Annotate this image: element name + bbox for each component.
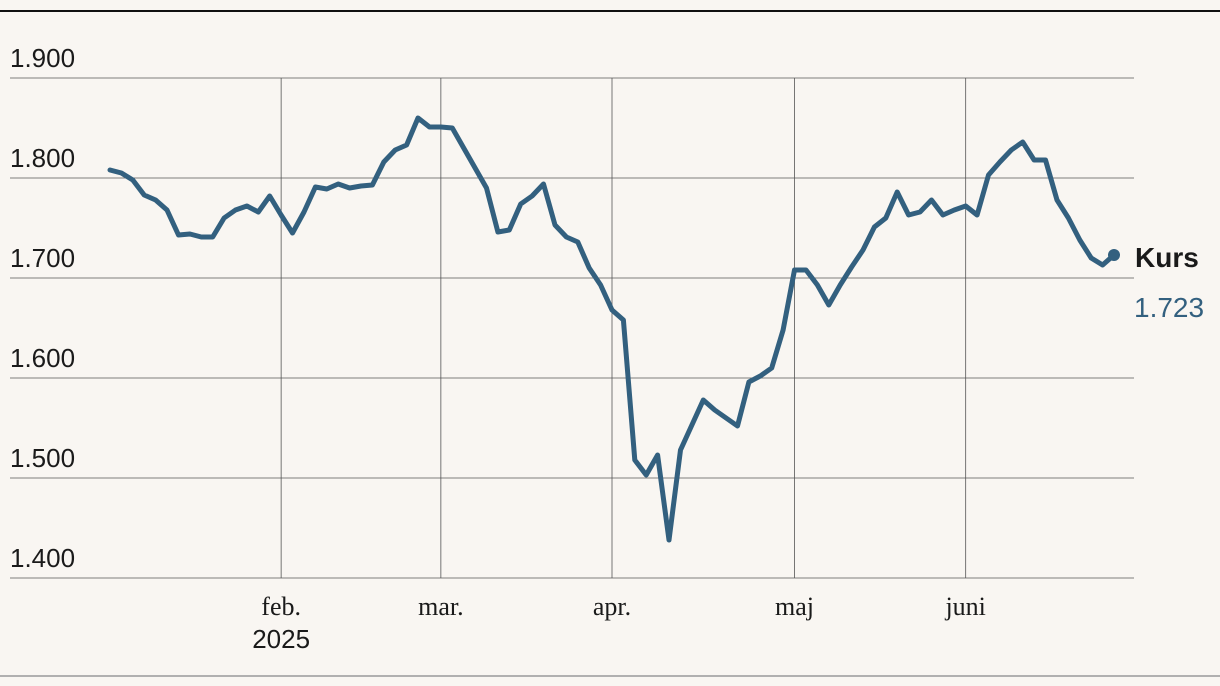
y-tick-label: 1.700 (10, 243, 75, 273)
year-label: 2025 (252, 624, 310, 654)
value-label: 1.723 (1134, 292, 1204, 323)
price-line (107, 115, 1117, 543)
x-tick-label: juni (944, 592, 985, 621)
x-tick-label: apr. (593, 592, 631, 621)
series-label: Kurs (1135, 242, 1199, 273)
x-tick-label: maj (775, 592, 814, 621)
y-tick-label: 1.900 (10, 43, 75, 73)
x-tick-label: feb. (261, 592, 301, 621)
y-tick-label: 1.600 (10, 343, 75, 373)
y-tick-label: 1.400 (10, 543, 75, 573)
x-tick-label: mar. (418, 592, 464, 621)
end-dot (1108, 249, 1120, 261)
y-tick-label: 1.500 (10, 443, 75, 473)
y-tick-label: 1.800 (10, 143, 75, 173)
